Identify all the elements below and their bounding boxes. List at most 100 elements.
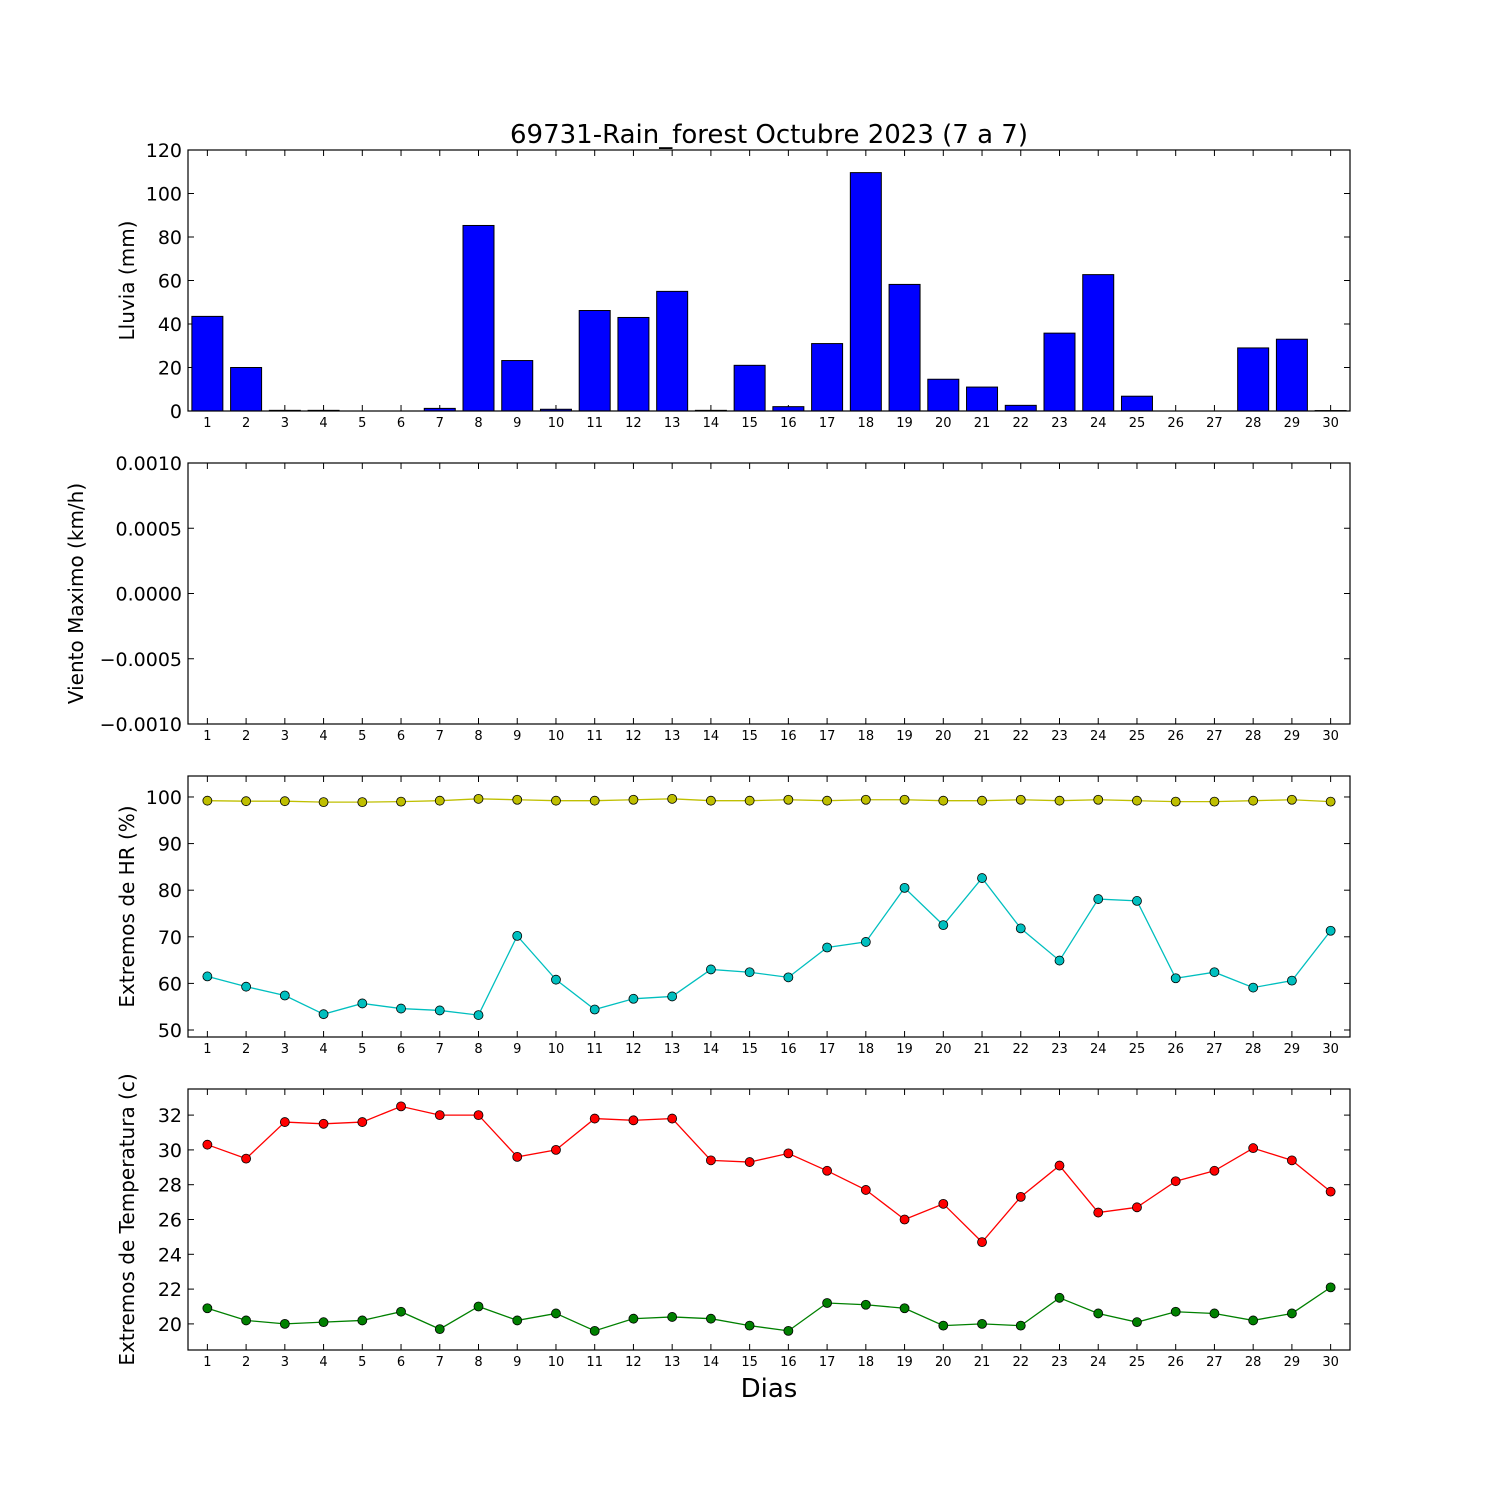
x-tick-label: 25 (1129, 1042, 1146, 1057)
x-tick-label: 5 (358, 729, 366, 744)
data-point (1248, 982, 1259, 993)
x-tick-label: 17 (819, 729, 836, 744)
data-point (1015, 1191, 1026, 1202)
rain-bar (772, 406, 805, 412)
data-point (1015, 794, 1026, 805)
data-point (822, 1298, 832, 1308)
x-tick-label: 6 (397, 1042, 405, 1057)
x-tick-label: 22 (1012, 729, 1029, 744)
x-tick-label: 14 (703, 729, 720, 744)
data-point (1132, 795, 1142, 806)
x-tick-label: 19 (896, 729, 913, 744)
x-tick-label: 18 (858, 1355, 875, 1370)
data-point (783, 972, 794, 983)
data-point (396, 1101, 406, 1112)
data-point (860, 1185, 871, 1195)
data-point (318, 1317, 329, 1328)
y-tick-label: 26 (158, 1210, 182, 1232)
x-tick-label: 13 (664, 1042, 681, 1057)
data-point (1170, 1176, 1181, 1187)
x-tick-label: 4 (319, 729, 327, 744)
data-point (1015, 1320, 1026, 1331)
data-point (357, 1117, 368, 1127)
y-tick-label: 60 (158, 973, 182, 995)
rain-bar (1043, 332, 1076, 412)
x-tick-label: 9 (513, 1355, 521, 1370)
x-tick-label: 15 (741, 416, 758, 431)
chart-title: 69731-Rain_forest Octubre 2023 (7 a 7) (510, 120, 1028, 150)
x-tick-label: 6 (397, 1355, 405, 1370)
data-point (396, 1003, 406, 1014)
x-tick-label: 10 (548, 1355, 565, 1370)
x-tick-label: 8 (474, 416, 482, 431)
y-tick-label: 100 (146, 184, 182, 206)
data-point (1093, 794, 1104, 805)
data-point (667, 793, 678, 804)
data-point (938, 920, 949, 931)
data-point (434, 1005, 445, 1016)
data-point (396, 1306, 406, 1317)
data-point (279, 796, 290, 807)
data-point (822, 942, 832, 953)
y-tick-label: 22 (158, 1279, 182, 1301)
x-tick-label: 30 (1322, 416, 1339, 431)
data-point (1209, 1165, 1220, 1176)
data-point (434, 795, 445, 806)
x-tick-label: 19 (896, 416, 913, 431)
data-point (1325, 925, 1336, 936)
data-point (667, 1312, 678, 1322)
data-point (822, 795, 832, 806)
plot-frame (187, 1088, 1351, 1351)
x-tick-label: 1 (203, 729, 211, 744)
x-tick-label: 27 (1206, 416, 1223, 431)
x-tick-label: 30 (1322, 1042, 1339, 1057)
x-tick-label: 26 (1167, 1355, 1184, 1370)
x-tick-label: 3 (281, 1355, 289, 1370)
data-point (744, 795, 755, 806)
x-tick-label: 13 (664, 729, 681, 744)
data-point (1248, 795, 1259, 806)
data-point (1248, 1315, 1259, 1326)
y-axis-label: Lluvia (mm) (115, 221, 139, 341)
y-tick-label: −0.0010 (100, 714, 182, 736)
data-point (783, 1148, 794, 1159)
y-axis-label: Extremos de HR (%) (115, 805, 139, 1007)
data-point (1093, 1308, 1104, 1319)
data-point (628, 1115, 639, 1126)
x-tick-label: 22 (1012, 416, 1029, 431)
x-tick-label: 8 (474, 1042, 482, 1057)
x-tick-label: 11 (586, 729, 603, 744)
x-tick-label: 9 (513, 729, 521, 744)
data-point (1170, 973, 1181, 984)
x-tick-label: 16 (780, 729, 797, 744)
data-point (1170, 796, 1181, 807)
data-point (744, 1157, 755, 1167)
data-point (899, 1303, 910, 1314)
series-line-2 (207, 877, 1332, 1016)
data-point (1287, 794, 1297, 805)
plot-frame (187, 149, 1351, 412)
rain-bar (230, 367, 263, 412)
data-point (860, 794, 871, 805)
data-point (822, 1165, 832, 1176)
x-tick-label: 29 (1284, 416, 1301, 431)
x-tick-label: 28 (1245, 729, 1262, 744)
data-point (1325, 796, 1336, 807)
data-point (318, 797, 329, 807)
data-point (241, 796, 252, 807)
data-point (279, 990, 290, 1001)
data-point (202, 1139, 213, 1150)
x-tick-label: 11 (586, 1042, 603, 1057)
x-axis-label: Dias (741, 1374, 798, 1404)
x-tick-label: 6 (397, 729, 405, 744)
x-tick-label: 20 (935, 1355, 952, 1370)
data-point (1209, 967, 1220, 978)
data-point (1054, 1160, 1065, 1171)
rain-bar (501, 360, 534, 412)
x-tick-label: 23 (1051, 416, 1068, 431)
rain-bar (656, 290, 689, 412)
rain-bar (733, 364, 766, 412)
x-tick-label: 30 (1322, 1355, 1339, 1370)
